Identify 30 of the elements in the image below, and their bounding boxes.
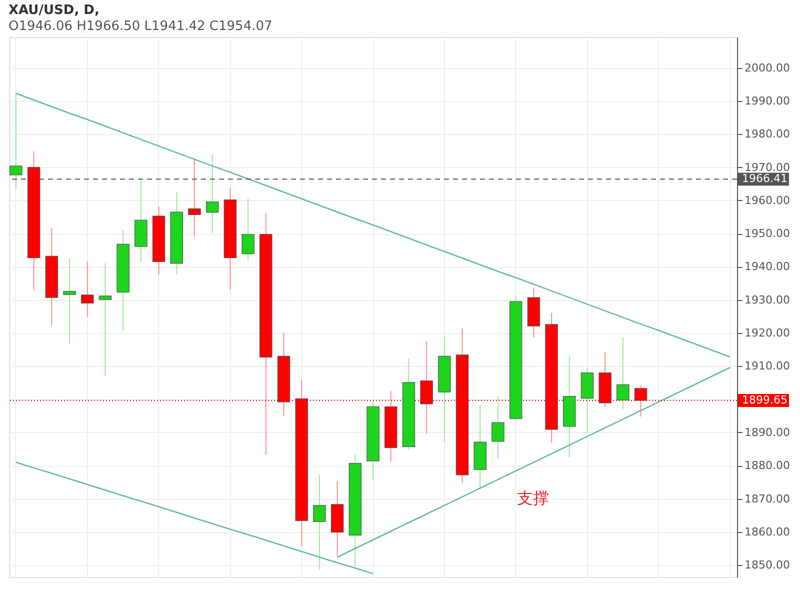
y-tick-label: 1890.00	[744, 426, 790, 439]
line-series	[15, 462, 374, 574]
y-tick-label: 1950.00	[744, 227, 790, 240]
y-tick-label: 1910.00	[744, 360, 790, 373]
chart-subtitle: O1946.06 H1966.50 L1941.42 C1954.07	[8, 19, 272, 34]
y-tick-label: 1980.00	[744, 128, 790, 141]
y-tick-label: 1860.00	[744, 525, 790, 538]
candlestick	[492, 396, 504, 460]
candlestick	[98, 262, 112, 377]
candlestick	[242, 198, 254, 260]
y-tick-label: 1850.00	[744, 558, 790, 572]
candlestick	[616, 336, 630, 410]
y-tick-label: 1870.00	[744, 492, 790, 506]
line-series	[15, 92, 731, 358]
y-tick-label: 1970.00	[744, 160, 790, 174]
y-tick-label: 1960.00	[744, 194, 790, 207]
candlestick	[313, 474, 326, 571]
candlestick	[63, 258, 76, 344]
y-tick-label: 1930.00	[744, 293, 790, 306]
y-tick-label: 1940.00	[744, 260, 790, 274]
candlestick	[81, 260, 94, 318]
y-tick-label: 1880.00	[744, 459, 790, 472]
ref-line-label: 1966.41	[742, 172, 788, 186]
y-tick-label: 2000.00	[744, 61, 790, 74]
chart-title: XAU/USD, D,	[8, 3, 100, 18]
ref-line-label: 1899.65	[742, 393, 788, 406]
y-tick-label: 1920.00	[744, 326, 790, 340]
y-tick-label: 1990.00	[744, 94, 790, 108]
line-series	[336, 366, 731, 558]
annotation: 支撑	[517, 488, 550, 508]
